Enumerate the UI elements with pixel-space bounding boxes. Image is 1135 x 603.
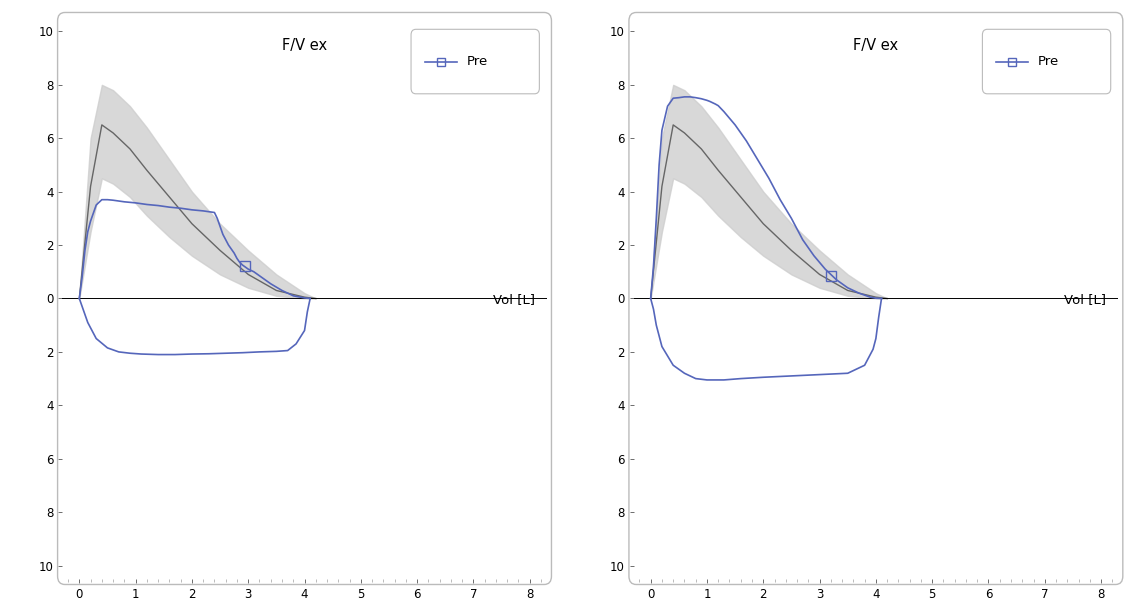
Text: Pre: Pre	[1039, 55, 1059, 68]
Text: Pre: Pre	[466, 55, 488, 68]
Text: Vol [L]: Vol [L]	[493, 293, 535, 306]
Text: Vol [L]: Vol [L]	[1063, 293, 1105, 306]
FancyBboxPatch shape	[411, 30, 539, 94]
Text: F/V ex: F/V ex	[854, 38, 899, 52]
FancyBboxPatch shape	[983, 30, 1111, 94]
Text: F/V ex: F/V ex	[281, 38, 327, 52]
